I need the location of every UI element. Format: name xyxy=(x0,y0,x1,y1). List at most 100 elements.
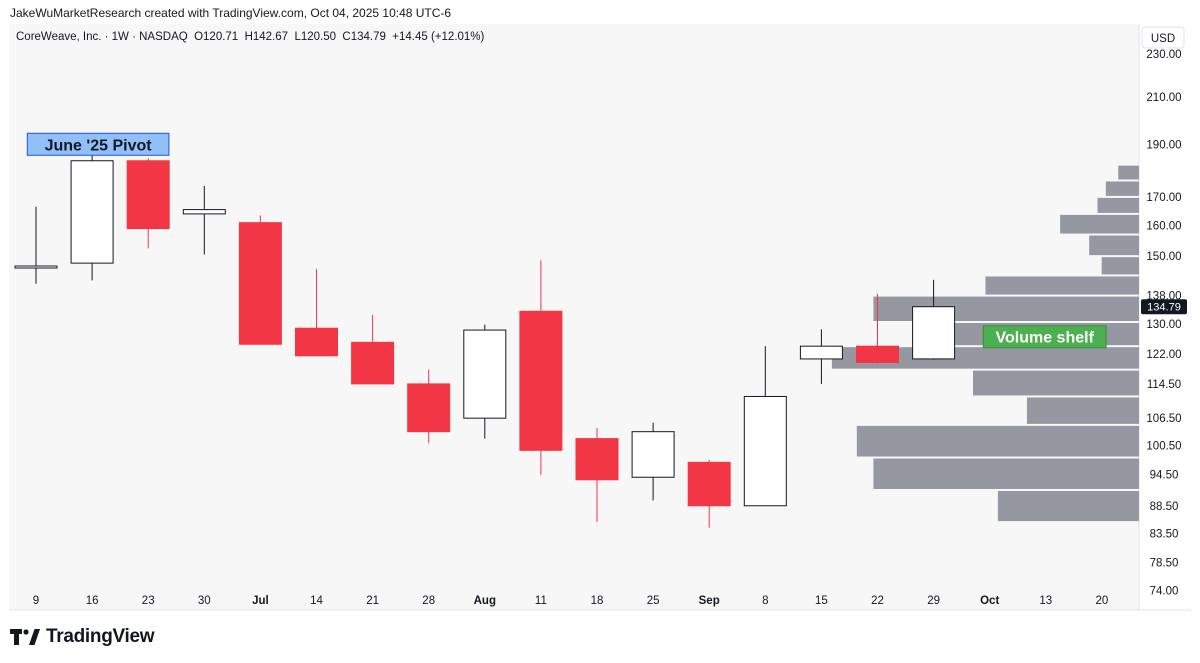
candle-8 xyxy=(463,324,507,439)
volume-shelf-label[interactable]: Volume shelf xyxy=(982,325,1107,349)
candle-12 xyxy=(687,459,731,528)
x-tick-label-13: 8 xyxy=(762,595,768,607)
candle-body-12 xyxy=(687,461,731,507)
candle-16 xyxy=(912,279,956,360)
annotations: June '25 Pivot Volume shelf xyxy=(26,132,1107,349)
x-tick-label-14: 15 xyxy=(815,595,828,607)
y-tick-label-5: 150.00 xyxy=(1146,251,1181,263)
x-tick-label-11: 25 xyxy=(647,595,660,607)
x-tick-label-4: Jul xyxy=(252,595,269,607)
volume-profile-bar-4 xyxy=(1089,235,1139,256)
candle-body-1 xyxy=(70,160,114,264)
y-tick-label-16: 74.00 xyxy=(1150,585,1179,597)
x-tick-label-7: 28 xyxy=(422,595,435,607)
candle-15 xyxy=(856,293,899,364)
candle-body-5 xyxy=(295,327,338,357)
y-tick-label-2: 190.00 xyxy=(1146,139,1181,151)
x-tick-label-18: 13 xyxy=(1039,595,1052,607)
candle-body-0 xyxy=(14,265,58,269)
y-tick-label-1: 210.00 xyxy=(1146,92,1181,104)
volume-profile-bar-2 xyxy=(1097,197,1139,213)
candle-2 xyxy=(126,158,170,249)
candle-11 xyxy=(631,422,675,501)
y-tick-label-11: 100.50 xyxy=(1146,441,1181,453)
candle-0 xyxy=(14,206,58,284)
volume-profile-bar-12 xyxy=(856,425,1139,457)
x-tick-label-0: 9 xyxy=(33,595,39,607)
candle-body-16 xyxy=(912,306,956,360)
x-tick-label-17: Oct xyxy=(980,595,999,607)
candle-body-10 xyxy=(575,438,619,481)
tradingview-logo[interactable]: TradingView xyxy=(10,625,155,649)
candles xyxy=(14,151,956,528)
volume-profile-bar-0 xyxy=(1118,165,1139,180)
pivot-label-box xyxy=(26,132,170,156)
x-tick-label-5: 14 xyxy=(310,595,323,607)
x-tick-label-1: 16 xyxy=(86,595,99,607)
y-tick-label-9: 114.50 xyxy=(1147,379,1181,391)
candle-13 xyxy=(743,346,787,507)
y-tick-label-3: 170.00 xyxy=(1146,192,1181,204)
candle-4 xyxy=(238,215,282,345)
x-tick-label-6: 21 xyxy=(366,595,379,607)
pivot-label[interactable]: June '25 Pivot xyxy=(26,132,170,156)
volume-profile-bar-14 xyxy=(997,490,1139,522)
candle-body-11 xyxy=(631,431,675,478)
candle-9 xyxy=(519,260,563,475)
candle-body-2 xyxy=(126,160,170,230)
candle-14 xyxy=(799,329,843,384)
y-tick-label-4: 160.00 xyxy=(1146,221,1181,233)
volume-profile-bar-13 xyxy=(873,458,1139,489)
candle-body-7 xyxy=(407,383,451,433)
candle-body-13 xyxy=(743,395,787,507)
x-tick-label-12: Sep xyxy=(699,595,720,607)
tradingview-logo-icon xyxy=(10,629,40,645)
volume-profile-bar-6 xyxy=(985,276,1139,295)
candle-10 xyxy=(575,428,619,523)
y-tick-label-10: 106.50 xyxy=(1146,413,1181,425)
currency-label: USD xyxy=(1151,33,1175,45)
volume-profile-bar-1 xyxy=(1105,181,1139,196)
candle-6 xyxy=(351,314,395,385)
x-tick-label-8: Aug xyxy=(474,595,496,607)
x-tick-label-3: 30 xyxy=(198,595,211,607)
chart-legend: CoreWeave, Inc. · 1W · NASDAQ O120.71 H1… xyxy=(16,31,485,43)
volume-profile-bar-10 xyxy=(973,370,1139,396)
volume-shelf-label-text: Volume shelf xyxy=(996,330,1095,347)
candle-5 xyxy=(295,268,338,357)
x-tick-label-2: 23 xyxy=(142,595,155,607)
candle-7 xyxy=(407,369,451,444)
y-tick-label-0: 230.00 xyxy=(1146,49,1181,61)
candle-3 xyxy=(182,185,226,255)
volume-profile-bar-9 xyxy=(831,347,1139,369)
price-axis[interactable] xyxy=(1139,24,1191,610)
candle-body-6 xyxy=(351,341,395,385)
candle-body-15 xyxy=(856,345,899,363)
time-axis-ticks: 9 16 23 30 Jul 14 21 28 Aug 11 18 25 Sep 8 15 22 29 Oct 13… xyxy=(33,595,1109,607)
y-tick-label-8: 122.00 xyxy=(1146,349,1181,361)
volume-shelf-label-box xyxy=(982,325,1107,349)
x-tick-label-15: 22 xyxy=(871,595,884,607)
y-tick-label-12: 94.50 xyxy=(1150,470,1179,482)
tradingview-brand: TradingView xyxy=(46,626,155,647)
y-tick-label-13: 88.50 xyxy=(1150,501,1179,513)
y-tick-label-7: 130.00 xyxy=(1146,319,1181,331)
price-axis-ticks: 230.00210.00190.00170.00160.00150.00138.… xyxy=(1146,49,1181,598)
candle-body-3 xyxy=(182,209,226,215)
volume-profile-bar-11 xyxy=(1026,397,1139,424)
x-tick-label-9: 11 xyxy=(535,595,547,607)
x-tick-label-10: 18 xyxy=(591,595,604,607)
currency-button[interactable]: USD xyxy=(1141,26,1185,49)
candle-1 xyxy=(70,151,114,281)
candle-body-14 xyxy=(799,345,843,360)
last-price-tag: 134.79 xyxy=(1141,299,1187,315)
y-tick-label-14: 83.50 xyxy=(1150,528,1179,540)
candle-body-8 xyxy=(463,329,507,419)
x-tick-label-19: 20 xyxy=(1096,595,1109,607)
candle-body-4 xyxy=(238,222,282,345)
last-price-label: 134.79 xyxy=(1147,302,1181,314)
volume-profile-bar-3 xyxy=(1060,214,1139,234)
candle-body-9 xyxy=(519,310,563,451)
